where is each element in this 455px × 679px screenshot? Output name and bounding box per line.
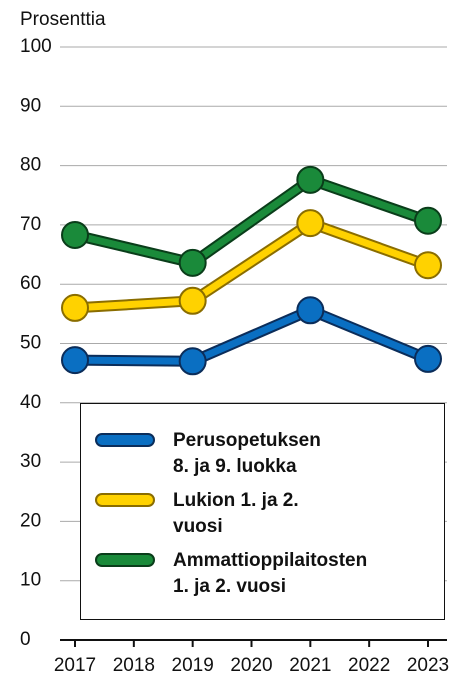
point xyxy=(296,165,325,194)
legend-swatch xyxy=(95,553,155,567)
point xyxy=(178,347,207,376)
y-tick-label: 10 xyxy=(20,570,41,591)
y-tick-label: 50 xyxy=(20,333,41,354)
x-tick-label: 2023 xyxy=(407,655,449,676)
y-tick-label: 30 xyxy=(20,451,41,472)
legend-label: Lukion 1. ja 2. vuosi xyxy=(173,490,299,537)
point xyxy=(178,286,207,315)
line xyxy=(74,306,430,365)
point xyxy=(296,209,325,238)
x-tick-label: 2017 xyxy=(54,655,96,676)
y-tick-label: 70 xyxy=(20,214,41,235)
y-tick-label: 20 xyxy=(20,510,41,531)
x-tick-label: 2019 xyxy=(172,655,214,676)
legend-swatch xyxy=(95,493,155,507)
y-tick-label: 0 xyxy=(20,629,31,650)
legend-entry: Lukion 1. ja 2. vuosi xyxy=(95,488,299,540)
x-tick-label: 2021 xyxy=(289,655,331,676)
legend: Perusopetuksen 8. ja 9. luokka Lukion 1. … xyxy=(80,403,445,620)
y-tick-label: 80 xyxy=(20,155,41,176)
point xyxy=(414,251,442,280)
x-tick-label: 2018 xyxy=(113,655,155,676)
x-tick-label: 2022 xyxy=(348,655,390,676)
y-tick-label: 40 xyxy=(20,392,41,413)
point xyxy=(61,293,89,322)
legend-label: Ammattioppilaitosten 1. ja 2. vuosi xyxy=(173,550,368,597)
y-tick-label: 60 xyxy=(20,273,41,294)
point xyxy=(414,206,442,235)
legend-entry: Perusopetuksen 8. ja 9. luokka xyxy=(95,428,321,480)
line xyxy=(74,176,430,267)
y-tick-label: 100 xyxy=(20,36,52,57)
legend-swatch xyxy=(95,433,155,447)
point xyxy=(178,248,207,277)
line xyxy=(74,219,430,312)
y-axis-label: Prosenttia xyxy=(20,9,106,30)
point xyxy=(414,344,442,373)
point xyxy=(296,296,325,325)
point xyxy=(61,220,89,249)
legend-entry: Ammattioppilaitosten 1. ja 2. vuosi xyxy=(95,548,367,600)
legend-label: Perusopetuksen 8. ja 9. luokka xyxy=(173,430,321,477)
y-tick-label: 90 xyxy=(20,95,41,116)
x-tick-label: 2020 xyxy=(230,655,272,676)
point xyxy=(61,346,89,375)
